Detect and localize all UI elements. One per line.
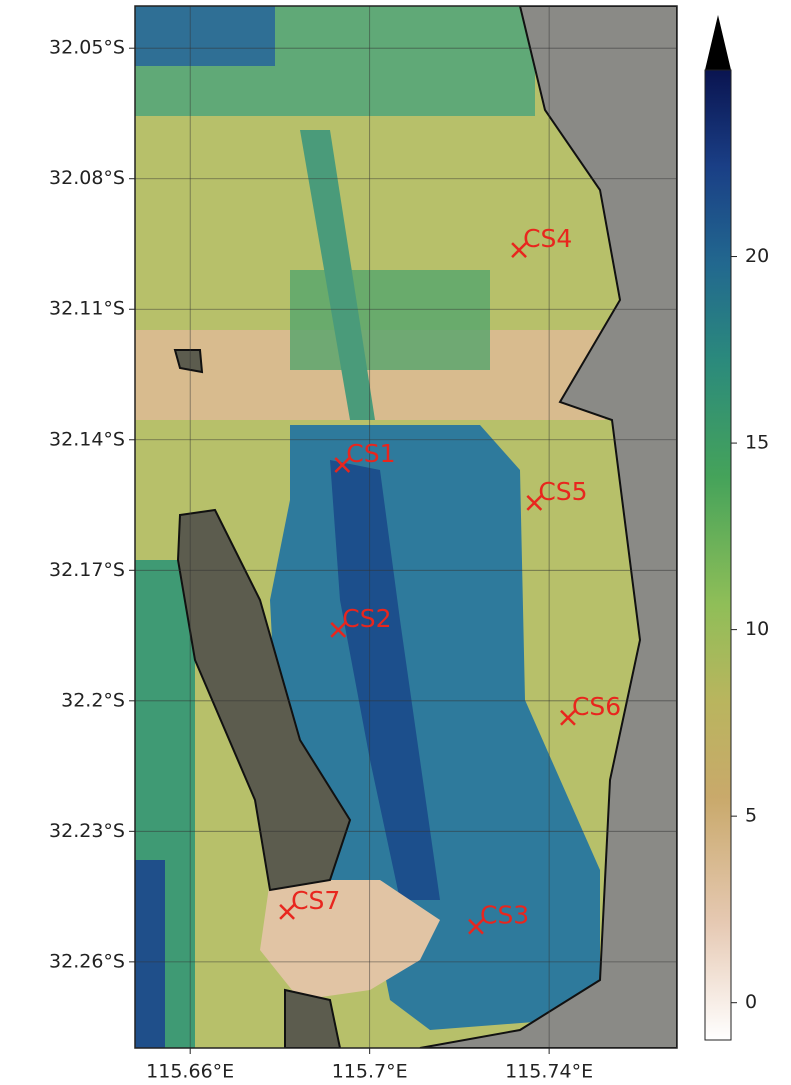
station-label: CS7 xyxy=(291,886,340,915)
colorbar xyxy=(705,70,731,1040)
map-background xyxy=(135,6,677,1048)
y-tick-label: 32.11°S xyxy=(49,298,125,320)
station-label: CS6 xyxy=(572,692,621,721)
y-tick-label: 32.14°S xyxy=(49,428,125,450)
y-tick-label: 32.08°S xyxy=(49,167,125,189)
station-label: CS2 xyxy=(342,604,391,633)
station-label: CS1 xyxy=(346,439,395,468)
colorbar-tick-label: 20 xyxy=(745,245,769,267)
colorbar-ticks: 0 5 10 15 20 xyxy=(731,245,769,1013)
y-tick-label: 32.2°S xyxy=(61,689,125,711)
colorbar-tick-label: 5 xyxy=(745,805,757,827)
y-tick-label: 32.17°S xyxy=(49,559,125,581)
map-figure: 115.66°E 115.7°E 115.74°E 32.05°S 32.08°S 32.… xyxy=(0,0,791,1085)
y-tick-label: 32.23°S xyxy=(49,820,125,842)
colorbar-tick-label: 0 xyxy=(745,991,757,1013)
station-label: CS5 xyxy=(538,477,587,506)
x-tick-label: 115.74°E xyxy=(505,1061,593,1083)
station-label: CS3 xyxy=(480,901,529,930)
x-tick-label: 115.7°E xyxy=(332,1061,408,1083)
colorbar-tick-label: 15 xyxy=(745,432,769,454)
station-label: CS4 xyxy=(523,224,572,253)
x-tick-label: 115.66°E xyxy=(146,1061,234,1083)
y-tick-label: 32.05°S xyxy=(49,37,125,59)
colorbar-tick-label: 10 xyxy=(745,618,769,640)
colorbar-extend xyxy=(705,15,731,70)
y-tick-label: 32.26°S xyxy=(49,950,125,972)
